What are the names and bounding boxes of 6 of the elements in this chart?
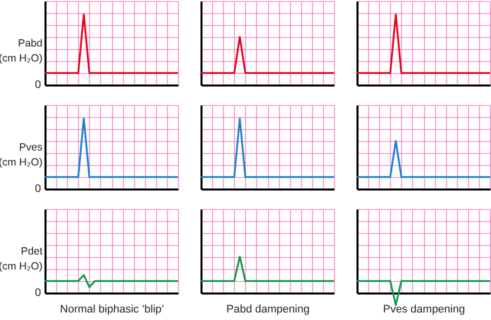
x-axis-title: Pabd dampening (226, 304, 310, 316)
text: 0 (34, 183, 41, 195)
text: 0 (34, 287, 41, 299)
text: 0 (34, 79, 41, 91)
x-axis-title: Normal biphasic ‘blip’ (60, 304, 164, 316)
x-axis-title: Pves dampening (383, 304, 465, 316)
